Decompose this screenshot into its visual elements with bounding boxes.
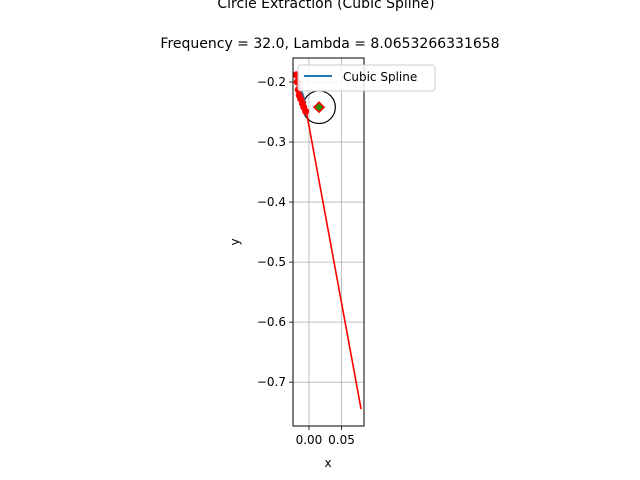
- series-line-red: [295, 74, 362, 410]
- x-axis-label: x: [324, 456, 331, 470]
- legend-box: [297, 64, 436, 92]
- y-tick-label: −0.2: [257, 75, 286, 89]
- legend-label-cubic-spline: Cubic Spline: [343, 70, 417, 84]
- y-axis-label: y: [228, 238, 242, 245]
- x-tick-label: 0.00: [296, 433, 323, 447]
- data-point: [302, 107, 310, 115]
- chart-subtitle: Frequency = 32.0, Lambda = 8.06532663316…: [160, 36, 499, 52]
- x-tick-label: 0.05: [328, 433, 355, 447]
- y-tick-label: −0.5: [257, 255, 286, 269]
- y-tick-label: −0.3: [257, 135, 286, 149]
- y-axis-ticks: −0.2 −0.3 −0.4 −0.5 −0.6 −0.7: [257, 75, 293, 389]
- circle-center-marker: [312, 101, 326, 114]
- axes-frame: [292, 57, 365, 427]
- y-tick-label: −0.6: [257, 315, 286, 329]
- y-tick-label: −0.4: [257, 195, 286, 209]
- legend: Cubic Spline: [297, 64, 436, 92]
- chart-title: Circle Extraction (Cubic Spline): [217, 0, 434, 12]
- plot-area: [292, 71, 362, 410]
- y-tick-label: −0.7: [257, 375, 286, 389]
- x-axis-ticks: 0.00 0.05: [296, 426, 355, 447]
